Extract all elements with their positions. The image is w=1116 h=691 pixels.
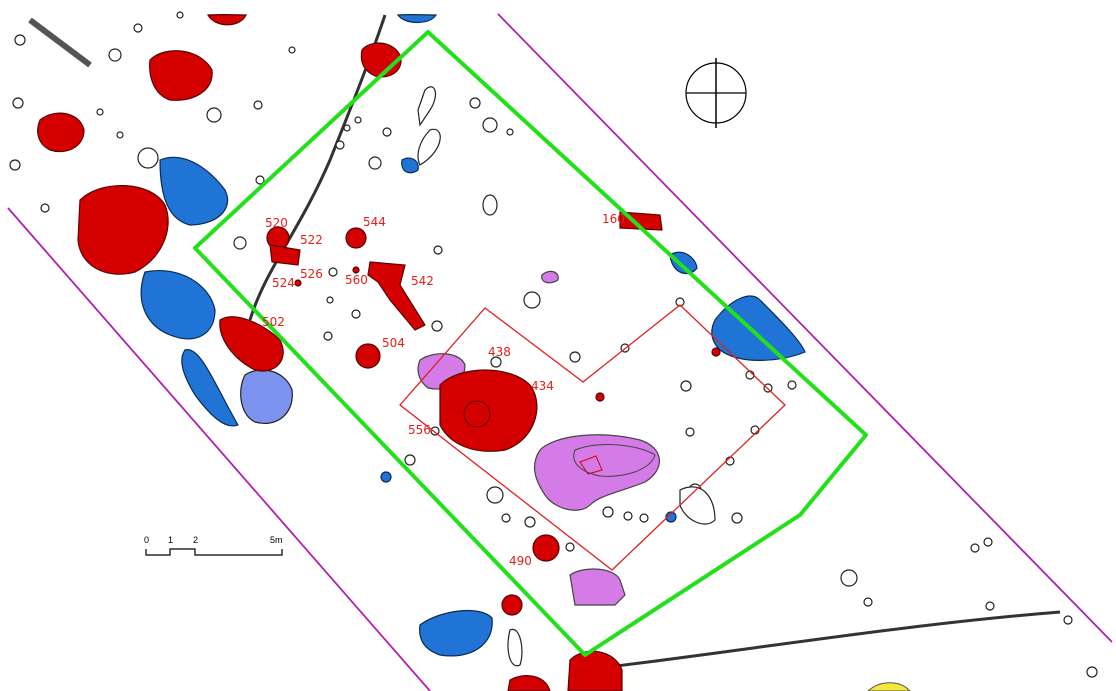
scale-bar — [145, 548, 283, 556]
feature-label: 522 — [300, 233, 323, 247]
feature-label: 524 — [272, 276, 295, 290]
ditch — [599, 610, 1061, 670]
feature-label: 542 — [411, 274, 434, 288]
feature-label: 434 — [531, 379, 554, 393]
trench-outline — [193, 30, 868, 657]
ditch — [28, 17, 92, 68]
feature-label: 502 — [262, 315, 285, 329]
boundary-line — [497, 13, 1113, 643]
feature-label: 544 — [363, 215, 386, 229]
scale-label: 1 — [168, 535, 173, 545]
feature-label: 438 — [488, 345, 511, 359]
postholes — [9, 11, 1098, 678]
feature-label: 520 — [265, 216, 288, 230]
yellow-feature — [867, 682, 911, 691]
feature-label: 160 — [602, 212, 625, 226]
feature-label: 490 — [509, 554, 532, 568]
scale-label: 5m — [270, 535, 283, 545]
feature-label: 526 — [300, 267, 323, 281]
feature-label: 556 — [408, 423, 431, 437]
boundary-line — [7, 207, 431, 691]
scale-label: 0 — [144, 535, 149, 545]
scale-label: 2 — [193, 535, 198, 545]
red-features — [37, 13, 721, 691]
structure-outline — [399, 304, 786, 571]
north-arrow — [685, 58, 747, 128]
feature-label: 504 — [382, 336, 405, 350]
feature-label: 560 — [345, 273, 368, 287]
